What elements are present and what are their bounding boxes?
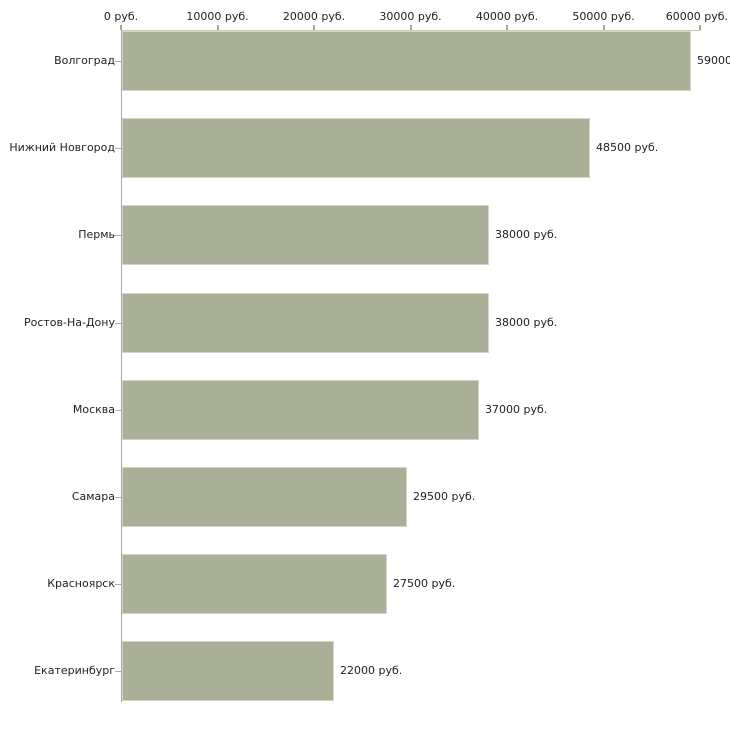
category-label: Пермь: [78, 228, 115, 241]
category-tick: [115, 584, 121, 585]
value-label: 38000 руб.: [495, 316, 558, 329]
bar-8: [122, 641, 334, 701]
x-axis-tick: [216, 25, 219, 30]
x-axis-tick-label: 30000 руб.: [379, 10, 442, 23]
category-tick: [115, 235, 121, 236]
category-tick: [115, 61, 121, 62]
bar-6: [122, 467, 407, 527]
value-label: 29500 руб.: [413, 490, 476, 503]
bar-5: [122, 380, 479, 440]
category-tick: [115, 148, 121, 149]
x-axis-tick-label: 0 руб.: [103, 10, 139, 23]
category-label: Москва: [72, 403, 115, 416]
x-axis-tick: [699, 25, 701, 30]
category-label: Нижний Новгород: [9, 141, 115, 154]
x-axis-tick: [506, 25, 508, 30]
category-tick: [115, 410, 121, 411]
category-tick: [115, 323, 121, 324]
x-axis-tick-label: 60000 руб.: [665, 10, 728, 23]
category-tick: [115, 497, 121, 498]
value-label: 48500 руб.: [596, 141, 659, 154]
category-label: Екатеринбург: [34, 664, 115, 677]
value-label: 22000 руб.: [340, 664, 403, 677]
x-axis-tick: [313, 25, 315, 30]
category-tick: [115, 671, 121, 672]
value-label: 38000 руб.: [495, 228, 558, 241]
bar-4: [122, 293, 489, 353]
category-label: Ростов-На-Дону: [23, 316, 115, 329]
category-label: Волгоград: [54, 54, 115, 67]
x-axis-tick-label: 40000 руб.: [475, 10, 539, 23]
bar-7: [122, 554, 387, 614]
x-axis-tick-label: 20000 руб.: [282, 10, 346, 23]
value-label: 37000 руб.: [485, 403, 548, 416]
value-label: 59000 руб.: [697, 54, 730, 67]
x-axis-tick: [602, 25, 605, 30]
x-axis-line: [121, 30, 701, 31]
x-axis-tick-label: 10000 руб.: [186, 10, 249, 23]
category-label: Красноярск: [47, 577, 115, 590]
y-axis-line: [121, 30, 122, 702]
bar-3: [122, 205, 489, 265]
x-axis-tick: [409, 25, 412, 30]
bar-1: [122, 31, 691, 91]
x-axis-tick-label: 50000 руб.: [572, 10, 635, 23]
x-axis-tick: [120, 25, 122, 30]
bar-2: [122, 118, 590, 178]
value-label: 27500 руб.: [393, 577, 456, 590]
category-label: Самара: [71, 490, 115, 503]
